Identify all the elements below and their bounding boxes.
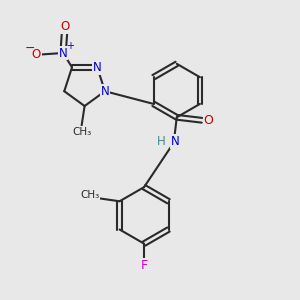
Text: O: O [204,114,214,127]
Text: O: O [32,48,41,61]
Text: N: N [171,135,180,148]
Text: N: N [59,46,68,59]
Text: H: H [157,135,166,148]
Text: N: N [100,85,109,98]
Text: −: − [25,42,36,55]
Text: CH₃: CH₃ [72,127,91,137]
Text: O: O [60,20,69,33]
Text: CH₃: CH₃ [80,190,100,200]
Text: N: N [93,61,102,74]
Text: F: F [140,260,148,272]
Text: +: + [66,41,74,52]
